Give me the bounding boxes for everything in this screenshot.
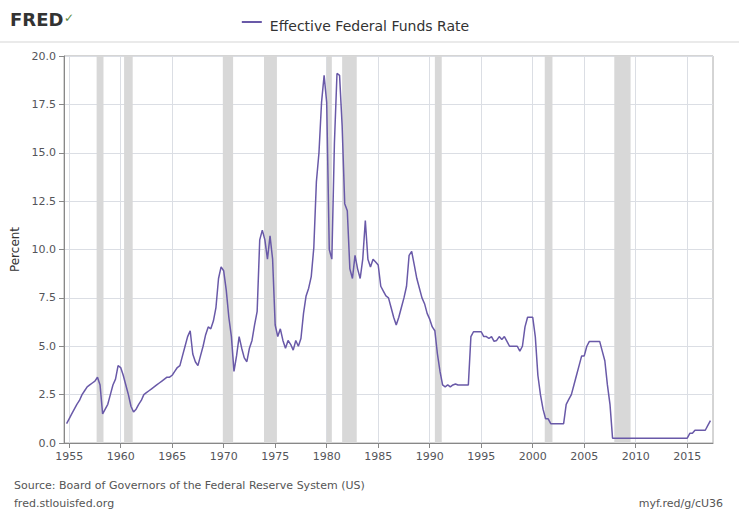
svg-text:1990: 1990: [416, 450, 444, 463]
svg-text:12.5: 12.5: [32, 195, 57, 208]
svg-text:5.0: 5.0: [39, 340, 57, 353]
svg-text:Effective Federal Funds Rate: Effective Federal Funds Rate: [270, 18, 469, 34]
svg-text:7.5: 7.5: [39, 291, 57, 304]
svg-text:1980: 1980: [313, 450, 341, 463]
svg-text:FRED: FRED: [10, 9, 63, 30]
svg-text:2015: 2015: [673, 450, 701, 463]
svg-text:1955: 1955: [55, 450, 83, 463]
svg-text:15.0: 15.0: [32, 146, 57, 159]
svg-text:✓: ✓: [64, 11, 74, 25]
svg-text:17.5: 17.5: [32, 98, 57, 111]
svg-text:1960: 1960: [107, 450, 135, 463]
svg-text:1970: 1970: [210, 450, 238, 463]
svg-text:2.5: 2.5: [39, 388, 57, 401]
svg-text:2010: 2010: [622, 450, 650, 463]
svg-text:myf.red/g/cU36: myf.red/g/cU36: [639, 497, 723, 510]
svg-text:20.0: 20.0: [32, 50, 57, 63]
svg-text:2000: 2000: [519, 450, 547, 463]
svg-text:fred.stlouisfed.org: fred.stlouisfed.org: [14, 497, 114, 510]
svg-text:1995: 1995: [467, 450, 495, 463]
svg-text:Percent: Percent: [8, 227, 22, 272]
svg-text:1975: 1975: [261, 450, 289, 463]
svg-text:1965: 1965: [158, 450, 186, 463]
svg-text:10.0: 10.0: [32, 243, 57, 256]
svg-text:Source: Board of Governors of: Source: Board of Governors of the Federa…: [14, 479, 365, 492]
svg-text:2005: 2005: [570, 450, 598, 463]
svg-text:1985: 1985: [364, 450, 392, 463]
svg-text:0.0: 0.0: [39, 437, 57, 450]
